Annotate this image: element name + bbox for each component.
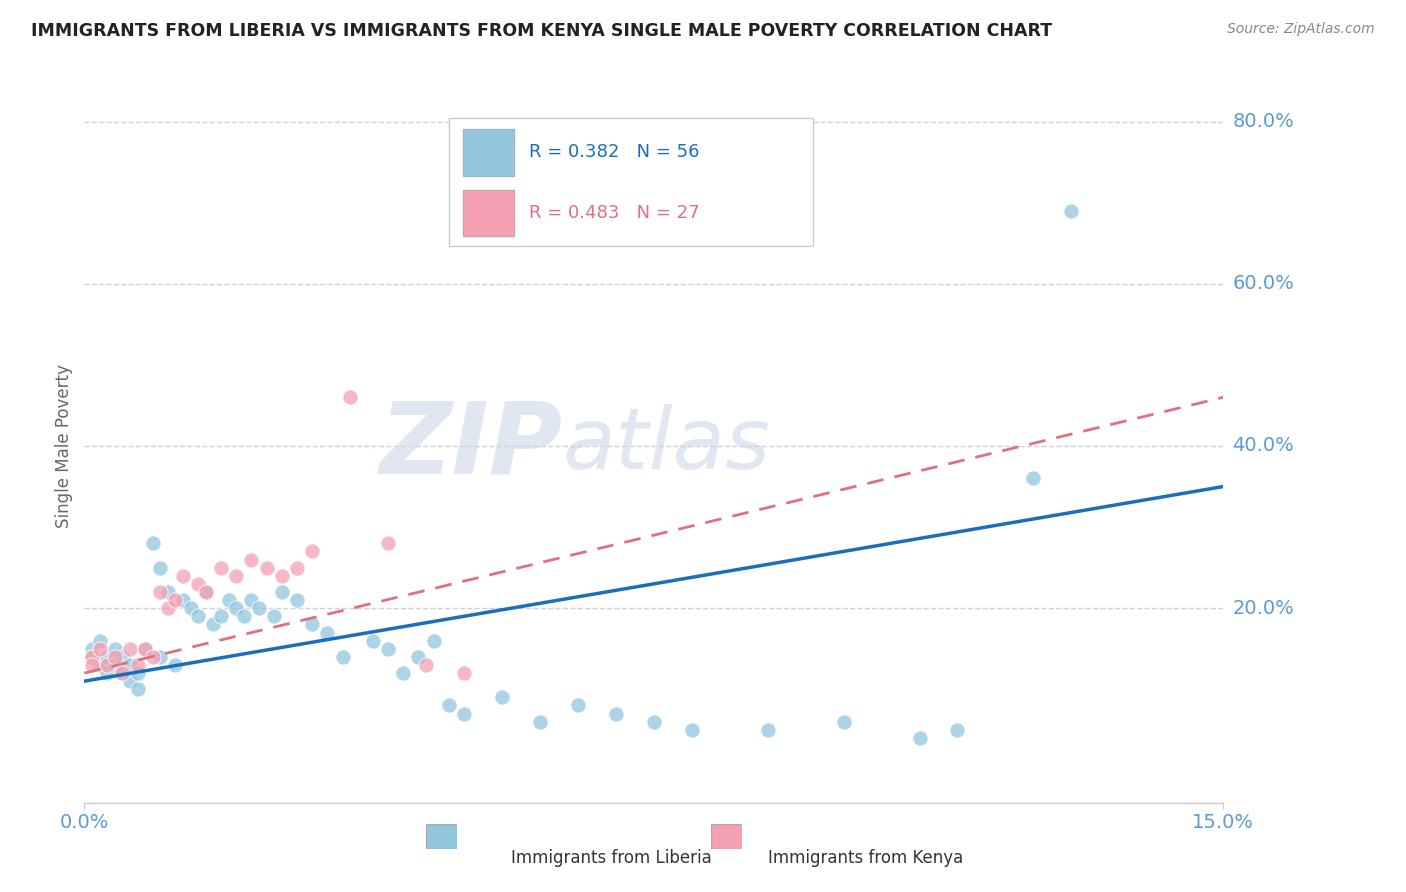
Point (104, 641, 127, 656)
Point (111, 666, 134, 681)
Point (332, 649, 354, 664)
Point (301, 617, 323, 632)
Point (96, 649, 118, 664)
Point (270, 568, 292, 582)
Point (202, 617, 225, 632)
Point (104, 657, 127, 672)
Point (415, 657, 437, 672)
Point (377, 641, 399, 656)
Point (285, 593, 308, 607)
Point (946, 723, 969, 737)
Point (149, 649, 172, 664)
Point (643, 714, 665, 729)
Point (209, 609, 232, 624)
Point (232, 609, 254, 624)
Point (194, 585, 217, 599)
Point (165, 657, 187, 672)
Text: Source: ZipAtlas.com: Source: ZipAtlas.com (1227, 22, 1375, 37)
Point (285, 560, 308, 574)
Point (142, 649, 165, 664)
Point (156, 601, 179, 615)
Point (453, 666, 475, 681)
Point (165, 593, 187, 607)
Point (118, 641, 141, 656)
Point (80, 641, 103, 656)
Point (187, 577, 209, 591)
Point (180, 601, 202, 615)
Point (756, 723, 779, 737)
Text: Immigrants from Liberia: Immigrants from Liberia (512, 849, 713, 867)
Point (529, 714, 551, 729)
Text: 40.0%: 40.0% (1232, 436, 1294, 456)
Text: ZIP: ZIP (380, 398, 562, 494)
Point (225, 568, 247, 582)
Y-axis label: Single Male Poverty: Single Male Poverty (55, 364, 73, 528)
Point (127, 682, 149, 697)
Point (111, 666, 134, 681)
Point (118, 657, 141, 672)
Text: 20.0%: 20.0% (1232, 599, 1294, 617)
Point (240, 593, 263, 607)
Point (361, 633, 384, 648)
Point (187, 609, 209, 624)
Point (339, 390, 361, 404)
Text: IMMIGRANTS FROM LIBERIA VS IMMIGRANTS FROM KENYA SINGLE MALE POVERTY CORRELATION: IMMIGRANTS FROM LIBERIA VS IMMIGRANTS FR… (31, 22, 1052, 40)
Point (263, 609, 285, 624)
Point (111, 649, 134, 664)
Point (104, 649, 127, 664)
Point (149, 585, 172, 599)
Point (491, 690, 513, 705)
Point (1022, 471, 1045, 485)
Point (437, 698, 460, 713)
Point (80, 649, 103, 664)
Point (256, 560, 278, 574)
Point (218, 593, 240, 607)
Point (134, 641, 156, 656)
Point (96, 657, 118, 672)
Point (127, 657, 149, 672)
Point (408, 649, 430, 664)
Point (681, 723, 703, 737)
Point (1060, 203, 1083, 218)
Point (422, 633, 444, 648)
Point (149, 560, 172, 574)
Point (118, 674, 141, 689)
Point (209, 560, 232, 574)
Point (172, 568, 194, 582)
Point (172, 593, 194, 607)
Point (96, 666, 118, 681)
Point (392, 666, 415, 681)
Point (89, 633, 111, 648)
Point (908, 731, 931, 745)
Point (270, 585, 292, 599)
Point (832, 714, 855, 729)
Point (225, 601, 247, 615)
Point (194, 585, 217, 599)
Point (89, 641, 111, 656)
Point (80, 657, 103, 672)
Point (134, 641, 156, 656)
Point (377, 536, 399, 550)
Point (156, 585, 179, 599)
Point (89, 657, 111, 672)
Point (316, 625, 339, 640)
Point (301, 544, 323, 558)
Point (567, 698, 589, 713)
Point (247, 601, 270, 615)
Text: 80.0%: 80.0% (1232, 112, 1294, 131)
Point (80, 649, 103, 664)
Text: atlas: atlas (562, 404, 770, 488)
Point (142, 536, 165, 550)
Point (240, 552, 263, 566)
Point (453, 706, 475, 721)
Text: Immigrants from Kenya: Immigrants from Kenya (768, 849, 963, 867)
Point (127, 666, 149, 681)
Point (605, 706, 627, 721)
Text: 60.0%: 60.0% (1232, 275, 1294, 293)
